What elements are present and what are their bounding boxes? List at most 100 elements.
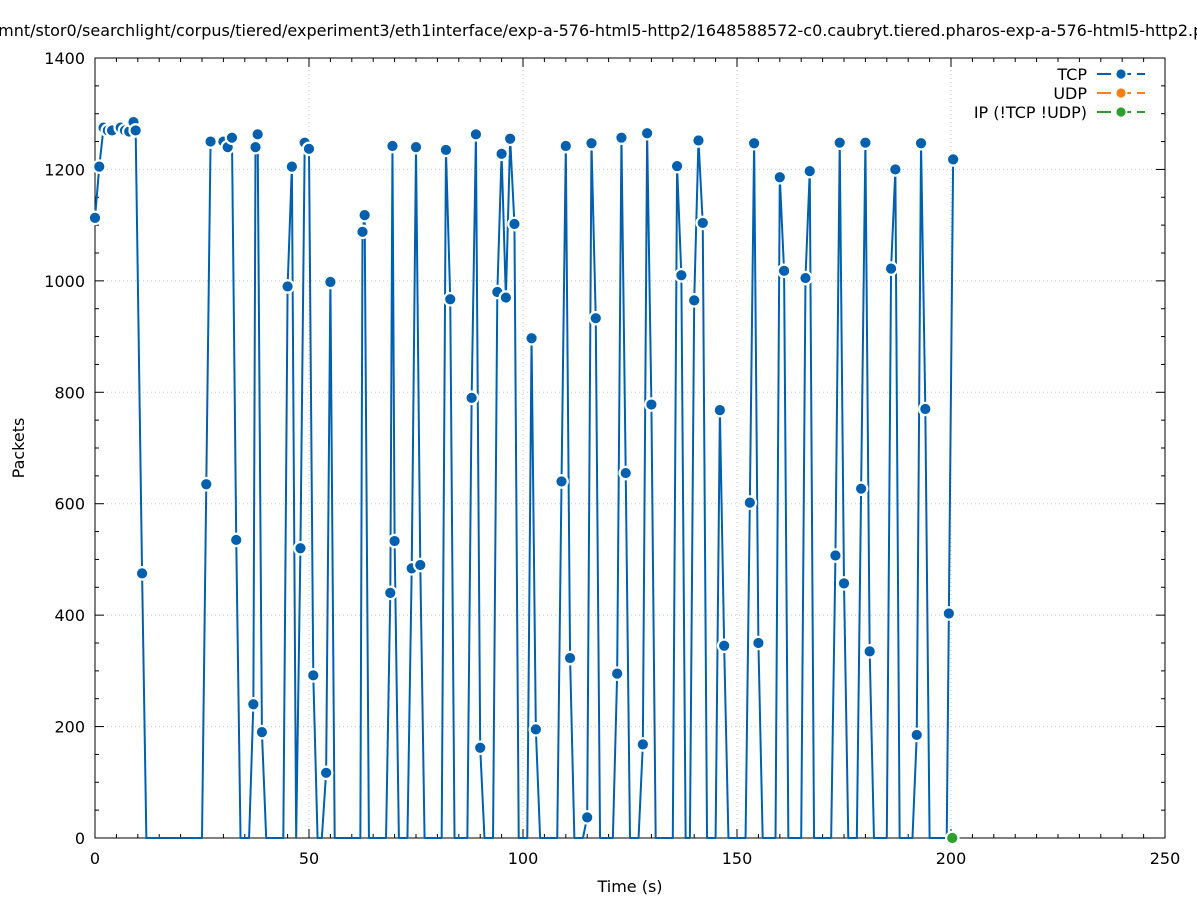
series-point-0-75	[828, 548, 843, 563]
legend-marker-0	[1114, 67, 1128, 81]
series-point-0-41	[472, 740, 488, 756]
series-point-0-16	[228, 532, 244, 548]
series-point-0-33	[387, 533, 402, 549]
series-point-0-1	[91, 159, 107, 174]
series-point-0-17	[246, 696, 261, 712]
x-tick-label: 150	[722, 849, 753, 868]
series-point-0-76	[832, 135, 848, 150]
series-point-0-39	[464, 390, 479, 406]
x-tick-label: 200	[936, 849, 967, 868]
series-point-0-18	[248, 139, 263, 155]
series-point-0-63	[686, 293, 702, 308]
series-point-0-35	[408, 139, 424, 155]
series-point-0-48	[528, 722, 544, 737]
series-0	[87, 114, 961, 839]
series-point-0-71	[772, 169, 788, 185]
series-point-0-70	[751, 635, 766, 651]
series-point-0-45	[502, 131, 518, 147]
series-point-0-67	[716, 638, 732, 654]
series-point-0-11	[198, 476, 214, 492]
series-point-0-44	[498, 290, 514, 305]
series-point-0-56	[614, 130, 629, 145]
series-point-0-84	[913, 135, 929, 151]
legend-label-2: IP (!TCP !UDP)	[974, 103, 1087, 122]
series-point-0-10	[134, 566, 150, 581]
series-point-0-80	[862, 644, 877, 659]
series-point-0-73	[798, 270, 813, 286]
y-tick-label: 800	[54, 383, 85, 402]
series-point-0-53	[584, 135, 599, 151]
series-2	[944, 830, 960, 846]
y-tick-label: 400	[54, 606, 85, 625]
y-tick-label: 1200	[44, 160, 85, 179]
series-line-0	[94, 121, 955, 839]
series-point-0-78	[853, 481, 869, 496]
series-point-0-49	[554, 474, 569, 489]
series-point-0-83	[909, 727, 925, 743]
series-point-0-12	[203, 134, 218, 149]
series-point-0-37	[438, 142, 454, 158]
series-point-2-0	[944, 830, 960, 846]
series-point-0-57	[618, 465, 634, 481]
series-point-0-77	[836, 576, 852, 591]
y-tick-label: 200	[54, 718, 85, 737]
series-point-0-86	[941, 606, 957, 621]
legend-label-1: UDP	[1053, 84, 1087, 103]
series-point-0-26	[305, 668, 321, 683]
series-point-0-32	[385, 138, 400, 154]
series-point-0-61	[669, 158, 685, 174]
y-tick-label: 600	[54, 495, 85, 514]
series-point-0-20	[254, 724, 270, 740]
series-point-0-87	[945, 152, 961, 167]
x-tick-label: 100	[508, 849, 539, 868]
series-point-0-62	[674, 267, 689, 283]
series-point-0-22	[284, 159, 300, 174]
series-point-0-43	[494, 146, 509, 162]
axes-layer: 0 50 100 150 200 250 0 200 400 600 800 1000 1200 1400	[44, 49, 1180, 868]
series-point-0-36	[412, 557, 428, 573]
series-point-0-74	[802, 163, 818, 179]
series-point-0-60	[644, 397, 659, 412]
y-tick-label: 1000	[44, 272, 85, 291]
legend-label-0: TCP	[1056, 65, 1087, 84]
series-point-0-47	[524, 330, 539, 346]
series-point-0-21	[280, 279, 295, 294]
y-tick-label: 1400	[44, 49, 85, 68]
series-point-0-58	[635, 737, 651, 752]
series-point-0-69	[746, 135, 762, 151]
series-point-0-15	[224, 130, 240, 145]
series-point-0-19	[250, 127, 265, 142]
series-point-0-9	[128, 123, 143, 138]
series-layer	[87, 114, 961, 846]
series-point-0-52	[579, 810, 595, 825]
series-point-0-81	[883, 261, 899, 276]
series-point-0-59	[639, 125, 655, 141]
series-point-0-30	[357, 207, 372, 223]
x-tick-label: 50	[299, 849, 319, 868]
legend-marker-2	[1114, 105, 1128, 119]
series-point-0-51	[562, 650, 578, 666]
series-point-0-0	[87, 210, 103, 226]
series-point-0-55	[609, 666, 625, 681]
series-point-0-38	[442, 291, 458, 307]
y-tick-label: 0	[75, 829, 85, 848]
series-point-0-68	[742, 495, 758, 510]
series-point-0-66	[712, 402, 728, 418]
series-point-0-64	[691, 133, 706, 148]
x-tick-label: 250	[1150, 849, 1181, 868]
legend-marker-1	[1114, 86, 1128, 100]
series-point-0-40	[468, 127, 484, 142]
series-point-0-72	[776, 263, 792, 279]
series-point-0-23	[293, 540, 308, 556]
series-point-0-54	[588, 310, 604, 326]
series-point-0-46	[507, 216, 522, 232]
series-point-0-31	[383, 585, 398, 601]
series-point-0-79	[858, 135, 873, 150]
series-point-0-27	[318, 765, 334, 781]
series-point-0-25	[301, 141, 317, 157]
series-point-0-65	[695, 215, 711, 231]
chart-title: /mnt/stor0/searchlight/corpus/tiered/exp…	[0, 21, 1197, 40]
